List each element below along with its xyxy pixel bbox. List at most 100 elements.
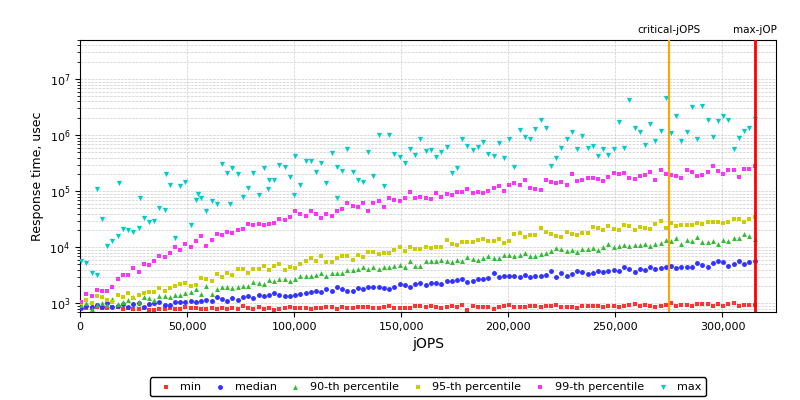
90-th percentile	[597, 244, 610, 250]
max	[210, 200, 223, 207]
99-th percentile	[80, 291, 93, 298]
95-th percentile	[273, 261, 286, 268]
max	[508, 164, 521, 170]
min	[618, 303, 630, 309]
max	[304, 158, 317, 164]
min	[696, 301, 709, 308]
median	[283, 292, 296, 299]
95-th percentile	[675, 222, 688, 228]
median	[237, 294, 250, 300]
Point	[159, 171, 172, 178]
max	[74, 258, 87, 264]
90-th percentile	[440, 258, 453, 264]
90-th percentile	[581, 246, 594, 252]
90-th percentile	[326, 270, 338, 276]
95-th percentile	[487, 237, 500, 244]
90-th percentile	[148, 296, 161, 303]
max	[80, 260, 93, 266]
median	[440, 278, 453, 285]
min	[701, 301, 714, 308]
min	[550, 302, 562, 309]
max	[597, 146, 610, 152]
median	[80, 302, 93, 309]
min	[278, 304, 291, 311]
95-th percentile	[534, 225, 547, 232]
max	[398, 160, 411, 166]
90-th percentile	[174, 292, 186, 298]
max	[362, 149, 374, 155]
99-th percentile	[644, 169, 657, 175]
median	[346, 288, 359, 294]
95-th percentile	[738, 219, 750, 225]
median	[555, 270, 568, 276]
max	[163, 181, 176, 188]
95-th percentile	[514, 230, 526, 236]
min	[555, 304, 568, 310]
90-th percentile	[190, 286, 202, 292]
median	[686, 264, 698, 270]
90-th percentile	[555, 246, 568, 252]
90-th percentile	[466, 256, 479, 262]
95-th percentile	[351, 252, 364, 258]
99-th percentile	[127, 264, 140, 271]
90-th percentile	[372, 266, 385, 272]
90-th percentile	[690, 234, 703, 240]
median	[466, 278, 479, 285]
90-th percentile	[367, 264, 380, 271]
99-th percentile	[446, 192, 458, 198]
95-th percentile	[362, 249, 374, 255]
max	[351, 177, 364, 184]
min	[597, 304, 610, 311]
min	[570, 304, 583, 311]
95-th percentile	[194, 275, 207, 282]
99-th percentile	[607, 169, 620, 176]
min	[524, 302, 537, 309]
min	[446, 302, 458, 309]
min	[320, 304, 333, 310]
99-th percentile	[518, 177, 531, 184]
90-th percentile	[659, 237, 672, 244]
max	[514, 127, 526, 133]
max	[315, 159, 328, 166]
median	[299, 289, 312, 296]
90-th percentile	[607, 244, 620, 250]
90-th percentile	[346, 266, 359, 273]
95-th percentile	[450, 241, 463, 248]
max	[179, 179, 192, 185]
95-th percentile	[304, 255, 317, 262]
95-th percentile	[169, 283, 182, 289]
max	[665, 130, 678, 137]
95-th percentile	[712, 219, 725, 225]
max	[477, 139, 490, 146]
median	[247, 295, 260, 302]
max	[132, 225, 145, 231]
max	[659, 95, 672, 101]
99-th percentile	[362, 208, 374, 214]
95-th percentile	[435, 244, 448, 250]
median	[550, 274, 562, 280]
95-th percentile	[403, 244, 416, 250]
99-th percentile	[252, 221, 265, 227]
90-th percentile	[132, 299, 145, 306]
min	[623, 302, 636, 309]
95-th percentile	[471, 236, 484, 243]
max	[701, 117, 714, 124]
min	[85, 304, 98, 311]
min	[607, 303, 620, 310]
max	[190, 196, 202, 203]
max	[446, 170, 458, 176]
90-th percentile	[221, 284, 234, 290]
99-th percentile	[539, 176, 552, 183]
90-th percentile	[576, 246, 589, 252]
99-th percentile	[326, 213, 338, 219]
median	[304, 289, 317, 296]
max	[414, 136, 427, 142]
95-th percentile	[336, 253, 349, 259]
min	[273, 306, 286, 312]
max	[743, 125, 756, 132]
90-th percentile	[210, 286, 223, 293]
95-th percentile	[419, 244, 432, 250]
max	[158, 207, 171, 214]
max	[153, 205, 166, 211]
95-th percentile	[502, 238, 515, 244]
